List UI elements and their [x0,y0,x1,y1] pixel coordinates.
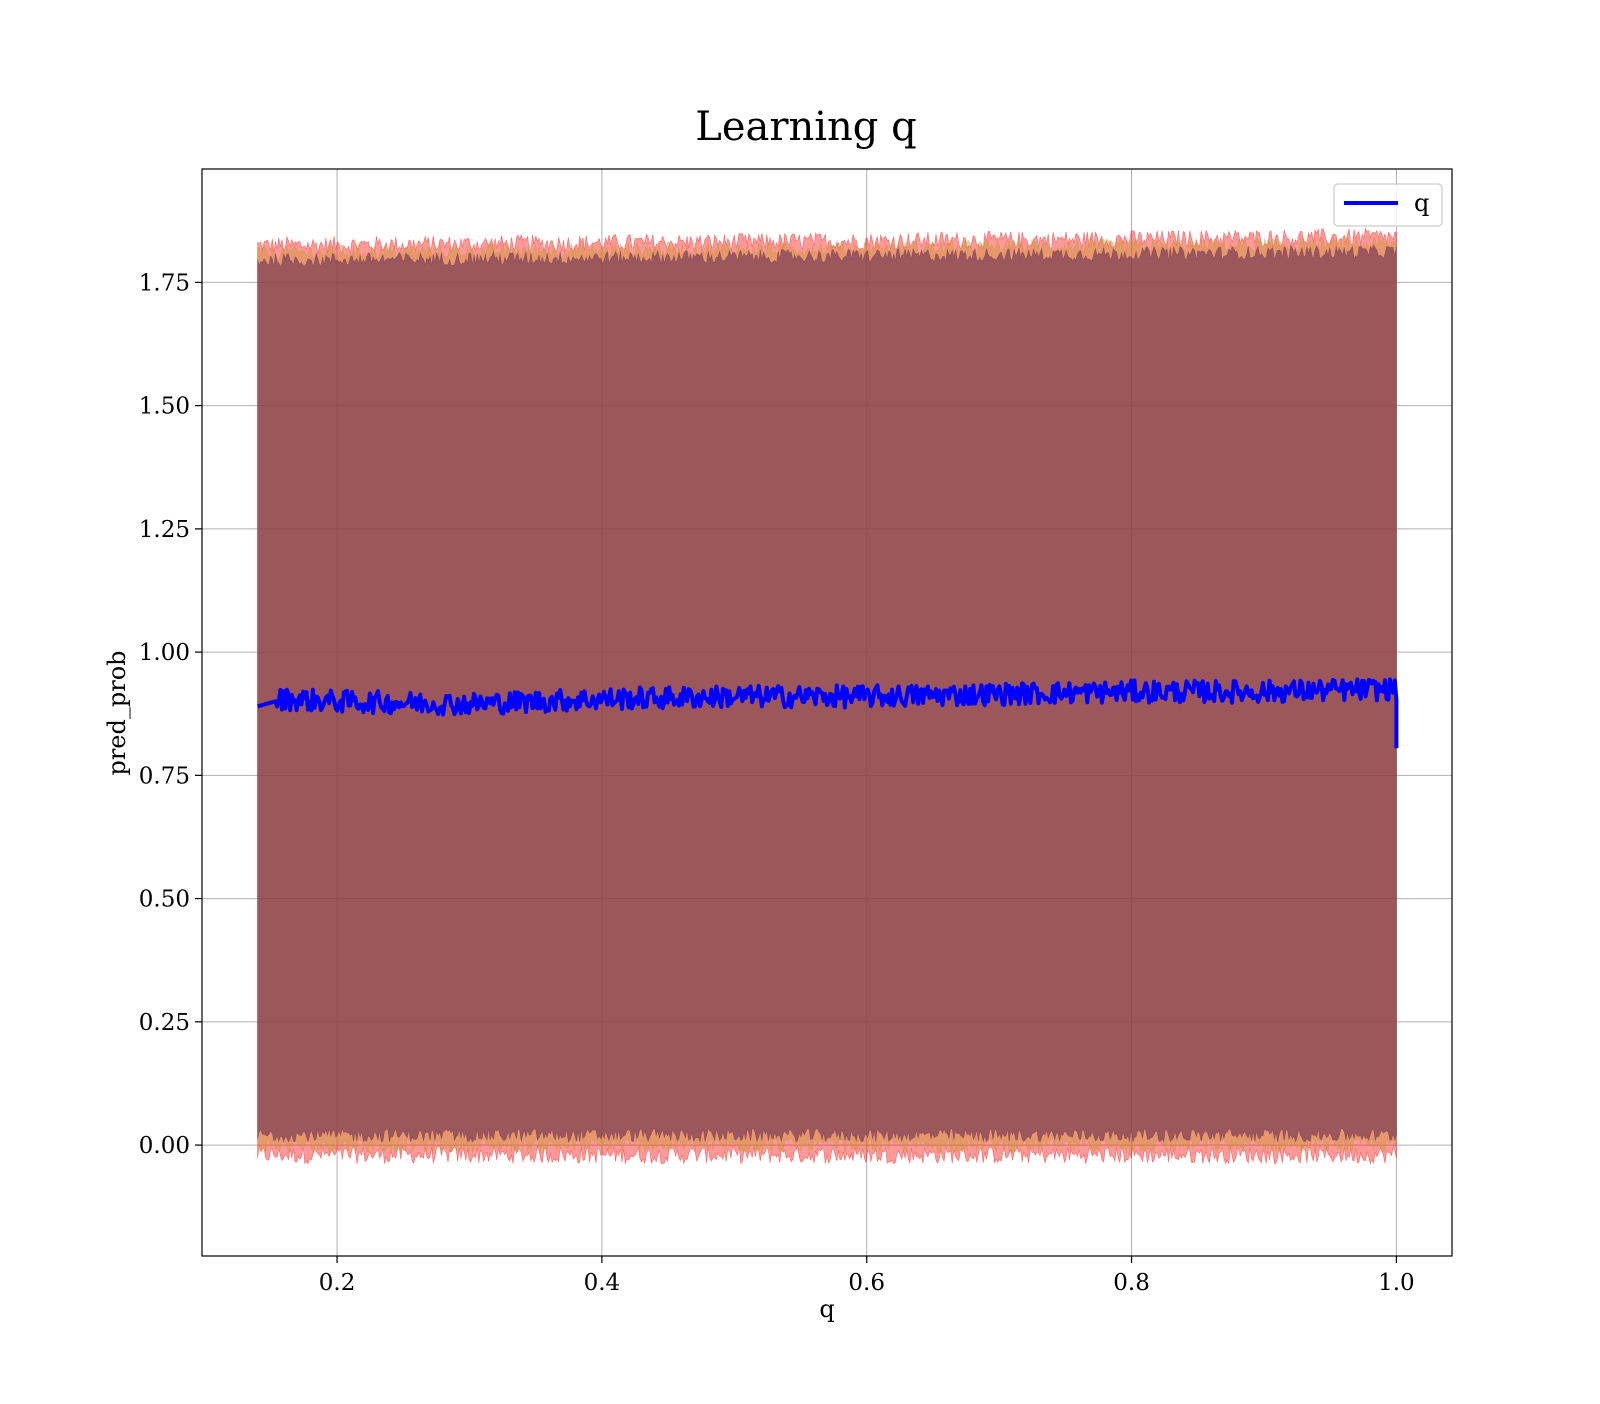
x-tick-label: 0.2 [319,1270,356,1296]
series-line-q [257,677,1399,749]
x-axis-ticks: 0.2 0.4 0.6 0.8 1.0 [319,1256,1415,1296]
x-tick-label: 1.0 [1378,1270,1415,1296]
y-tick-label: 0.25 [139,1010,190,1036]
y-tick-label: 1.50 [139,394,190,420]
y-axis-label: pred_prob [103,650,131,775]
x-axis-label: q [819,1295,834,1323]
y-tick-label: 0.50 [139,887,190,913]
legend-label: q [1414,189,1429,217]
y-axis-ticks: 0.00 0.25 0.50 0.75 1.00 1.25 1.50 1.75 [139,270,202,1159]
plot-frame [201,168,1453,1257]
x-tick-label: 0.8 [1113,1270,1150,1296]
y-tick-label: 0.75 [139,763,190,789]
y-tick-label: 1.75 [139,270,190,296]
y-tick-label: 1.25 [139,517,190,543]
x-tick-label: 0.6 [848,1270,885,1296]
y-tick-label: 0.00 [139,1133,190,1159]
legend: q [1333,183,1443,227]
y-tick-label: 1.00 [139,640,190,666]
chart-title: Learning q [695,104,916,150]
x-tick-label: 0.4 [584,1270,621,1296]
series-lines [257,677,1399,749]
